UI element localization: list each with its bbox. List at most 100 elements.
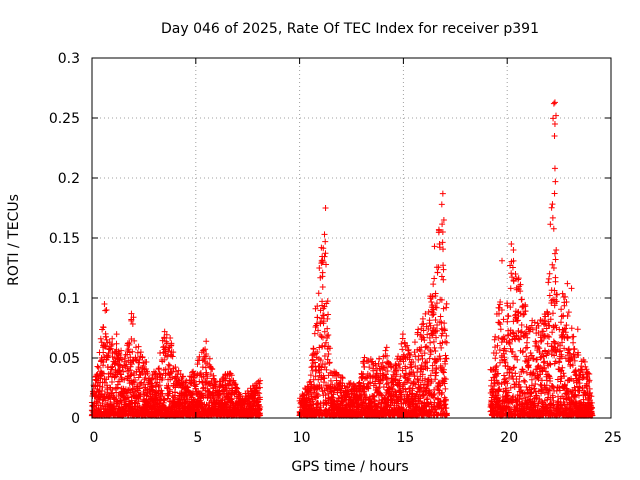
data-point (429, 367, 436, 374)
data-point (440, 305, 447, 312)
data-point (228, 372, 235, 379)
data-point (107, 370, 114, 377)
data-point (143, 358, 150, 365)
data-point (421, 337, 428, 344)
data-point (558, 319, 565, 326)
data-point (323, 261, 330, 268)
data-point (209, 392, 216, 399)
data-point (545, 311, 552, 318)
data-point (424, 359, 431, 366)
data-point (518, 296, 525, 303)
data-point (553, 298, 560, 305)
data-point (430, 281, 437, 288)
data-point (384, 367, 391, 374)
data-point (120, 368, 127, 375)
data-point (318, 384, 325, 391)
data-point (495, 370, 502, 377)
data-point (183, 377, 190, 384)
data-point (535, 322, 542, 329)
data-point (383, 375, 390, 382)
data-point (430, 324, 437, 331)
data-point (325, 350, 332, 357)
data-point (321, 375, 328, 382)
data-point (425, 326, 432, 333)
data-point (433, 300, 440, 307)
data-point (507, 345, 514, 352)
data-point (527, 393, 534, 400)
data-point (404, 342, 411, 349)
data-point (562, 325, 569, 332)
data-point (320, 318, 327, 325)
data-point (505, 313, 512, 320)
data-point (425, 381, 432, 388)
data-point (170, 349, 177, 356)
data-point (219, 396, 226, 403)
data-point (583, 366, 590, 373)
data-point (431, 344, 438, 351)
data-point (504, 363, 511, 370)
data-point (511, 364, 518, 371)
data-point (161, 396, 168, 403)
data-point (439, 221, 446, 228)
data-point (223, 375, 230, 382)
data-point (440, 246, 447, 253)
data-point (361, 354, 368, 361)
data-point (325, 311, 332, 318)
data-point (579, 385, 586, 392)
data-point (149, 371, 156, 378)
data-point (443, 404, 450, 411)
data-point (109, 335, 116, 342)
data-point (257, 403, 264, 410)
data-point (556, 359, 563, 366)
data-point (492, 364, 499, 371)
data-point (570, 339, 577, 346)
data-point (537, 371, 544, 378)
data-point (439, 389, 446, 396)
data-point (520, 311, 527, 318)
data-point (193, 381, 200, 388)
data-point (520, 368, 527, 375)
data-point (443, 300, 450, 307)
data-point (135, 364, 142, 371)
data-point (546, 322, 553, 329)
data-point (162, 372, 169, 379)
data-point (533, 395, 540, 402)
data-point (509, 372, 516, 379)
data-point (496, 386, 503, 393)
data-point (102, 307, 109, 314)
data-point (495, 334, 502, 341)
data-point (203, 369, 210, 376)
data-point (522, 345, 529, 352)
data-point (527, 399, 534, 406)
data-point (517, 281, 524, 288)
data-point (556, 384, 563, 391)
data-point (363, 374, 370, 381)
data-point (528, 376, 535, 383)
data-point (326, 359, 333, 366)
data-point (436, 244, 443, 251)
data-point (134, 349, 141, 356)
data-point (314, 348, 321, 355)
data-point (422, 310, 429, 317)
data-point (420, 327, 427, 334)
data-point (108, 366, 115, 373)
data-point (100, 349, 107, 356)
data-point (419, 315, 426, 322)
data-point (497, 298, 504, 305)
data-point (509, 264, 516, 271)
data-point (441, 375, 448, 382)
data-point (541, 332, 548, 339)
y-axis-title: ROTI / TECUs (6, 194, 22, 286)
data-point (307, 378, 314, 385)
data-point (545, 348, 552, 355)
grid-lines (92, 58, 611, 418)
data-point (502, 375, 509, 382)
data-point (521, 390, 528, 397)
data-point (441, 320, 448, 327)
data-point (210, 372, 217, 379)
data-point (550, 225, 557, 232)
data-point (106, 346, 113, 353)
data-point (112, 373, 119, 380)
data-point (513, 375, 520, 382)
data-point (531, 385, 538, 392)
